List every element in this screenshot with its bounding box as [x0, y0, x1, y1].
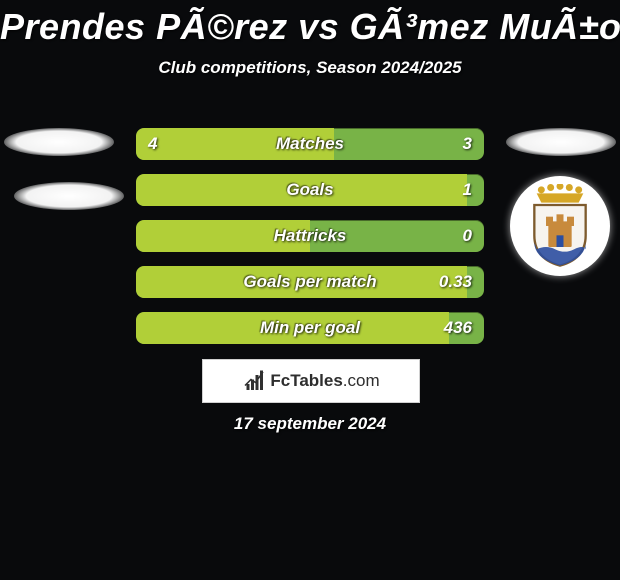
stat-row: 0.33Goals per match [136, 266, 484, 298]
brand-suffix: .com [343, 371, 380, 390]
page-title: Prendes PÃ©rez vs GÃ³mez MuÃ±oz [0, 6, 620, 48]
stat-left-fill [136, 266, 467, 298]
stat-row: 43Matches [136, 128, 484, 160]
club-crest-right [510, 176, 610, 276]
footer-date: 17 september 2024 [0, 414, 620, 434]
stat-row: 436Min per goal [136, 312, 484, 344]
stat-row: 1Goals [136, 174, 484, 206]
decorative-ellipse [4, 128, 114, 156]
brand-logo [242, 369, 270, 393]
stat-right-value: 0 [463, 220, 472, 252]
page-subtitle: Club competitions, Season 2024/2025 [0, 58, 620, 78]
stat-left-fill [136, 174, 467, 206]
brand-name: FcTables [270, 371, 342, 390]
decorative-ellipse [14, 182, 124, 210]
stat-bars: 43Matches 1Goals 0Hattricks 0.33Goals per m… [136, 128, 484, 358]
brand-box: FcTables.com [202, 359, 420, 403]
bar-chart-icon [242, 369, 266, 393]
shield-icon [524, 184, 596, 268]
stat-left-fill [136, 220, 310, 252]
stat-right-value: 3 [463, 128, 472, 160]
comparison-infographic: Prendes PÃ©rez vs GÃ³mez MuÃ±oz Club com… [0, 6, 620, 580]
stat-left-fill [136, 128, 334, 160]
stat-row: 0Hattricks [136, 220, 484, 252]
stat-left-fill [136, 312, 449, 344]
decorative-ellipse [506, 128, 616, 156]
